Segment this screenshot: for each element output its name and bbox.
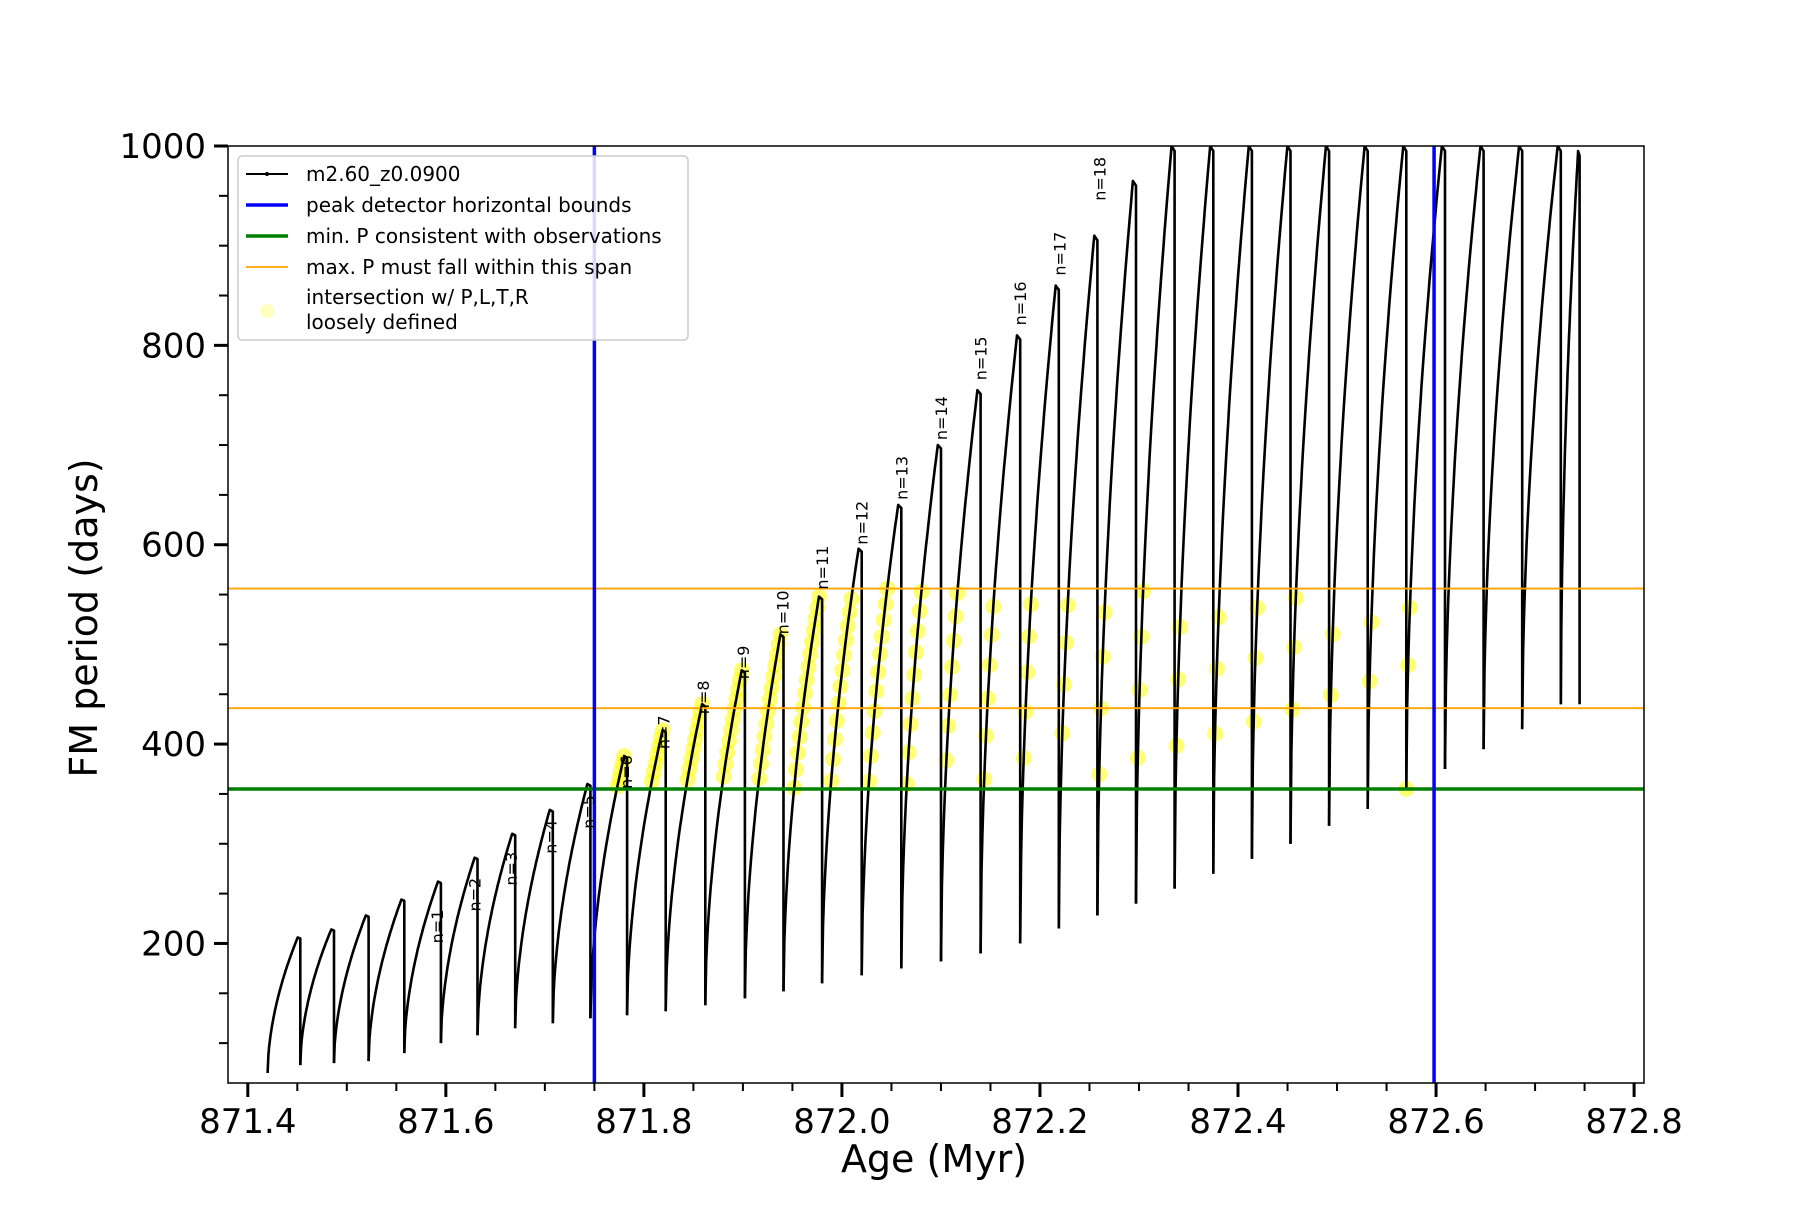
model-cycle [1366, 146, 1408, 809]
mode-label: n=11 [813, 546, 832, 590]
axis-labels: Age (Myr) FM period (days) [62, 458, 1027, 1181]
model-cycle [551, 782, 592, 1024]
model-cycle [625, 728, 667, 1016]
model-cycle [664, 702, 707, 1012]
y-axis-label: FM period (days) [62, 458, 106, 777]
model-cycle [1018, 284, 1061, 944]
model-cycle [1520, 146, 1563, 730]
model-cycle [367, 898, 406, 1062]
model-cycle [476, 832, 517, 1036]
x-tick-label: 872.4 [1189, 1102, 1286, 1142]
legend-label-intersection: intersection w/ P,L,T,R [306, 285, 529, 309]
mode-label: n=7 [655, 715, 674, 749]
model-cycle [1289, 146, 1331, 844]
x-tick-label: 871.4 [199, 1102, 296, 1142]
mode-label: n=2 [466, 878, 485, 912]
model-cycle [439, 856, 479, 1044]
model-cycle [1057, 234, 1099, 929]
model-cycle [939, 388, 982, 962]
mode-label: n=4 [542, 820, 561, 854]
model-cycle [782, 595, 824, 992]
y-tick-label: 400 [141, 725, 206, 765]
model-cycle [1134, 146, 1176, 904]
y-tick-label: 600 [141, 526, 206, 566]
model-cycle [1405, 146, 1447, 789]
model-cycle [1173, 146, 1215, 889]
mode-label: n=3 [502, 852, 521, 886]
model-cycle [403, 880, 443, 1054]
axes-frame [227, 145, 1645, 1084]
legend-label-peak-bounds: peak detector horizontal bounds [306, 193, 632, 217]
mode-annotations: n=1 n=2 n=3 n=4 n=5 n=6 n=7 n=8 n=9 n=10 n=11 n=12 n… [428, 157, 1109, 944]
model-cycle [860, 503, 903, 976]
legend-label-intersection-2: loosely defined [306, 310, 458, 334]
mode-label: n=14 [932, 396, 951, 440]
model-cycle [1250, 146, 1292, 859]
model-cycle [820, 547, 863, 984]
mode-label: n=5 [579, 795, 598, 829]
mode-label: n=15 [972, 336, 991, 380]
x-tick-label: 872.0 [793, 1102, 890, 1142]
mode-label: n=9 [734, 646, 753, 680]
x-tick-label: 872.8 [1585, 1102, 1682, 1142]
mode-label: n=17 [1051, 232, 1070, 276]
legend-box [237, 155, 689, 341]
mode-label: n=10 [774, 590, 793, 634]
plot-frame [227, 145, 1645, 1084]
axis-ticks: 871.4 871.6 871.8 872.0 872.2 872.4 872.6 872.8… [119, 127, 1682, 1142]
legend: m2.60_z0.0900 peak detector horizontal b… [237, 155, 689, 341]
mode-label: n=8 [694, 680, 713, 714]
model-cycle [1482, 146, 1524, 750]
x-axis-label: Age (Myr) [841, 1137, 1027, 1181]
mode-label: n=6 [617, 755, 636, 789]
model-cycle [266, 936, 302, 1074]
y-tick-label: 200 [141, 924, 206, 964]
x-tick-label: 871.8 [595, 1102, 692, 1142]
model-cycle [332, 914, 370, 1064]
x-tick-label: 872.2 [991, 1102, 1088, 1142]
x-tick-label: 871.6 [397, 1102, 494, 1142]
model-cycle [1443, 146, 1485, 770]
y-tick-label: 800 [141, 326, 206, 366]
model-cycle [704, 669, 747, 1006]
y-tick-label: 1000 [119, 127, 206, 167]
model-cycle [1212, 146, 1254, 874]
mode-label: n=12 [853, 501, 872, 545]
model-cycle [1327, 146, 1369, 826]
mode-label: n=1 [428, 910, 447, 944]
model-cycle [1559, 149, 1581, 705]
model-cycle [1096, 179, 1138, 916]
model-cycle [589, 754, 629, 1019]
legend-label-model: m2.60_z0.0900 [306, 162, 461, 186]
model-cycle [743, 633, 785, 999]
model-cycle [513, 808, 555, 1029]
model-cycle [979, 334, 1022, 954]
legend-label-min-p: min. P consistent with observations [306, 224, 662, 248]
model-cycle [900, 443, 943, 969]
legend-swatch-model-marker [265, 172, 269, 176]
mode-label: n=13 [892, 456, 911, 500]
legend-swatch-intersection [260, 304, 274, 318]
x-tick-label: 872.6 [1387, 1102, 1484, 1142]
model-series [266, 146, 1581, 1074]
mode-label: n=16 [1011, 281, 1030, 325]
mode-label: n=18 [1090, 157, 1109, 201]
legend-label-max-p: max. P must fall within this span [306, 255, 632, 279]
model-cycle [299, 928, 336, 1066]
